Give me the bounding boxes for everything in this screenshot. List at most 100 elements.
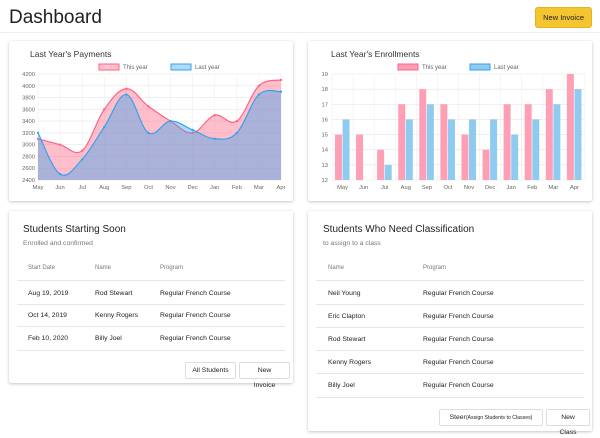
classification-subtitle: to assign to a class: [323, 240, 381, 247]
bar: [469, 119, 477, 180]
steer-button[interactable]: Steer(Assign Students to Classes): [439, 409, 543, 426]
program-cell: Regular French Course: [160, 312, 231, 319]
data-point: [36, 137, 40, 140]
divider: [316, 280, 584, 281]
enrollments-chart: This year Last year 12 13 14 15 16 17 18 19 May Jun…: [322, 63, 586, 191]
name-cell: Neil Young: [328, 290, 361, 297]
x-tick-label: Jul: [78, 185, 85, 191]
series-area: [38, 90, 281, 180]
col-program: Program: [160, 265, 184, 271]
x-tick-label: Nov: [464, 185, 474, 191]
x-tick-label: Aug: [401, 185, 411, 191]
name-cell: Rod Stewart: [95, 290, 133, 297]
divider: [0, 32, 600, 33]
new-invoice-button[interactable]: New Invoice: [535, 7, 592, 28]
bar: [342, 119, 350, 180]
divider: [17, 350, 285, 351]
bar: [482, 149, 490, 180]
program-cell: Regular French Course: [423, 336, 494, 343]
col-program: Program: [423, 265, 447, 271]
data-point: [191, 128, 194, 132]
program-cell: Regular French Course: [160, 335, 231, 342]
legend-swatch: [469, 63, 491, 71]
divider: [316, 327, 584, 328]
bar: [503, 104, 511, 180]
x-tick-label: Jan: [210, 185, 219, 191]
x-tick-label: Sep: [121, 185, 131, 191]
x-tick-label: Aug: [99, 185, 109, 191]
y-tick-label: 4000: [22, 84, 35, 90]
bar: [334, 134, 342, 180]
bar: [545, 89, 553, 180]
y-tick-label: 3000: [22, 143, 35, 149]
data-point: [103, 108, 106, 111]
col-name: Name: [95, 265, 112, 271]
data-point: [58, 172, 62, 176]
name-cell: Eric Clapton: [328, 313, 366, 320]
legend-label: This year: [123, 65, 148, 71]
bar: [419, 89, 427, 180]
y-tick-label: 3600: [22, 107, 35, 113]
data-point: [191, 131, 194, 135]
legend-label: This year: [422, 65, 447, 71]
x-tick-label: Feb: [527, 185, 537, 191]
divider: [17, 326, 285, 327]
bar: [440, 104, 448, 180]
start-date-cell: Aug 19, 2019: [28, 290, 69, 297]
bar: [398, 104, 406, 180]
divider: [316, 373, 584, 374]
start-date-cell: Feb 10, 2020: [28, 335, 69, 342]
col-name: Name: [328, 265, 345, 271]
page-title: Dashboard: [9, 7, 102, 28]
data-point: [257, 93, 261, 96]
x-tick-label: Jun: [359, 185, 368, 191]
classification-title: Students Who Need Classification: [323, 224, 475, 235]
data-point: [58, 143, 62, 146]
x-tick-label: Apr: [570, 185, 579, 191]
divider: [316, 350, 584, 351]
bar: [511, 134, 519, 180]
program-cell: Regular French Course: [423, 290, 494, 297]
new-invoice-button[interactable]: New Invoice: [239, 362, 290, 389]
data-point: [103, 125, 106, 129]
x-tick-label: Dec: [187, 185, 197, 191]
data-point: [279, 90, 283, 93]
x-tick-label: May: [33, 185, 44, 191]
program-cell: Regular French Course: [160, 290, 231, 297]
legend-swatch: [397, 63, 419, 71]
x-tick-label: Apr: [276, 185, 285, 191]
name-cell: Kenny Rogers: [328, 359, 372, 366]
y-tick-label: 2400: [22, 178, 35, 184]
name-cell: Rod Stewart: [328, 336, 366, 343]
data-point: [279, 78, 283, 82]
start-date-cell: Oct 14, 2019: [28, 312, 67, 319]
divider: [17, 304, 285, 305]
x-tick-label: Jul: [381, 185, 388, 191]
y-tick-label: 3200: [22, 131, 35, 137]
bar: [426, 104, 434, 180]
legend-swatch: [98, 63, 120, 71]
x-tick-label: Nov: [165, 185, 175, 191]
payments-card: Last Year's Payments This year Last year 2…: [9, 41, 293, 201]
bar: [524, 104, 532, 180]
all-students-button[interactable]: All Students: [185, 362, 236, 379]
y-tick-label: 15: [322, 133, 328, 139]
program-cell: Regular French Course: [423, 382, 494, 389]
bar: [447, 119, 455, 180]
bar: [553, 104, 561, 180]
x-tick-label: May: [337, 185, 348, 191]
classification-card: Students Who Need Classification to assi…: [308, 211, 592, 436]
data-point: [147, 131, 150, 135]
y-tick-label: 4200: [22, 72, 35, 78]
series-line: [37, 89, 282, 176]
steer-label: Steer: [449, 414, 466, 421]
y-tick-label: 18: [322, 87, 328, 93]
legend-label: Last year: [494, 65, 519, 71]
col-start-date: Start Date: [28, 265, 56, 271]
new-class-button[interactable]: New Class: [546, 409, 590, 436]
steer-sublabel: (Assign Students to Classes): [465, 415, 533, 421]
x-tick-label: Mar: [548, 185, 558, 191]
data-point: [125, 93, 128, 96]
starting-title: Students Starting Soon: [23, 224, 126, 235]
x-tick-label: Jan: [507, 185, 516, 191]
